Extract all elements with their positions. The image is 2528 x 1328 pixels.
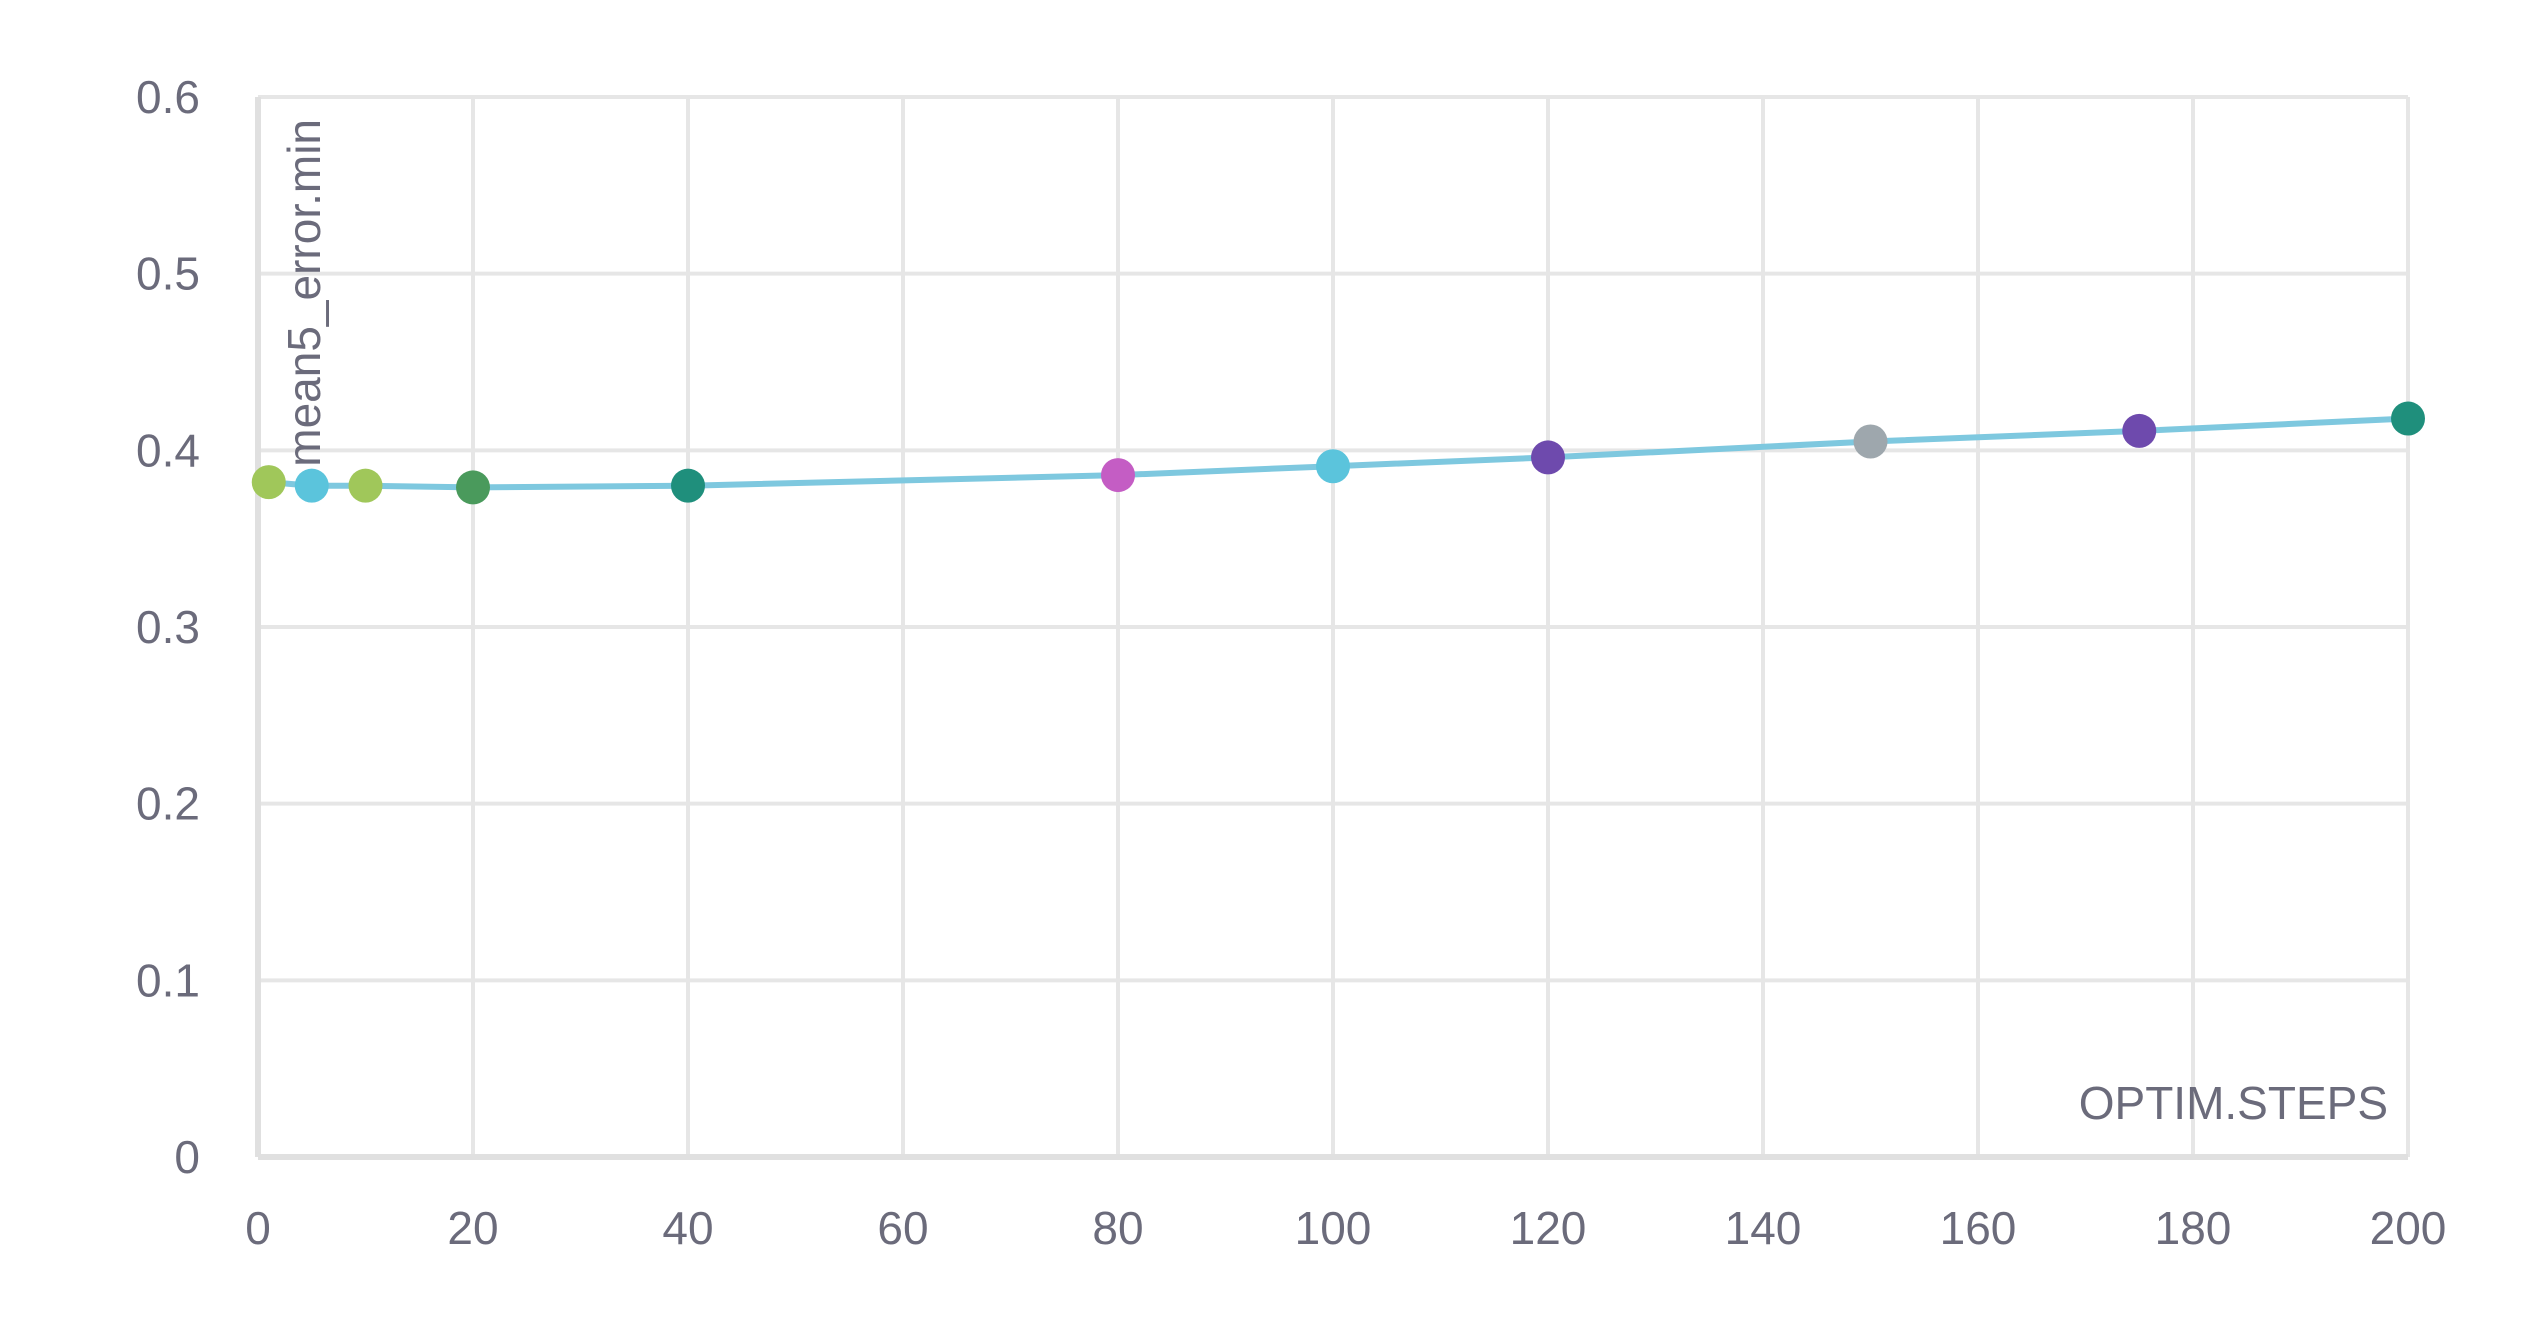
x-tick-label: 200: [2370, 1202, 2447, 1254]
y-tick-label: 0.2: [136, 778, 200, 830]
x-tick-label: 100: [1295, 1202, 1372, 1254]
x-tick-label: 60: [877, 1202, 928, 1254]
data-point[interactable]: [2391, 401, 2425, 436]
y-tick-label: 0.6: [136, 71, 200, 123]
x-tick-label: 180: [2155, 1202, 2232, 1254]
y-tick-label: 0: [174, 1131, 200, 1183]
data-point[interactable]: [348, 468, 383, 503]
x-tick-label: 0: [245, 1202, 271, 1254]
x-tick-label: 80: [1092, 1202, 1143, 1254]
data-point[interactable]: [294, 468, 329, 503]
x-tick-label: 140: [1725, 1202, 1802, 1254]
data-point[interactable]: [456, 470, 490, 505]
data-point[interactable]: [2122, 413, 2157, 448]
x-tick-label: 20: [447, 1202, 498, 1254]
data-point[interactable]: [1101, 458, 1135, 493]
y-tick-label: 0.3: [136, 601, 200, 653]
y-tick-label: 0.5: [136, 248, 200, 300]
data-points: [251, 401, 2425, 505]
data-point[interactable]: [671, 468, 705, 503]
x-axis-title: OPTIM.STEPS: [2079, 1077, 2388, 1129]
y-tick-label: 0.4: [136, 424, 200, 476]
x-tick-label: 160: [1940, 1202, 2017, 1254]
x-tick-labels: 0 20 40 60 80 100 120 140 160 180 200: [245, 1202, 2446, 1254]
y-tick-labels: 0 0.1 0.2 0.3 0.4 0.5 0.6: [136, 71, 200, 1183]
data-point[interactable]: [251, 465, 286, 500]
y-tick-label: 0.1: [136, 954, 200, 1006]
data-point[interactable]: [1853, 424, 1888, 459]
data-point[interactable]: [1316, 449, 1350, 484]
x-tick-label: 40: [662, 1202, 713, 1254]
y-axis-title: mean5_error.min: [278, 119, 330, 467]
x-tick-label: 120: [1510, 1202, 1587, 1254]
data-point[interactable]: [1531, 440, 1565, 475]
